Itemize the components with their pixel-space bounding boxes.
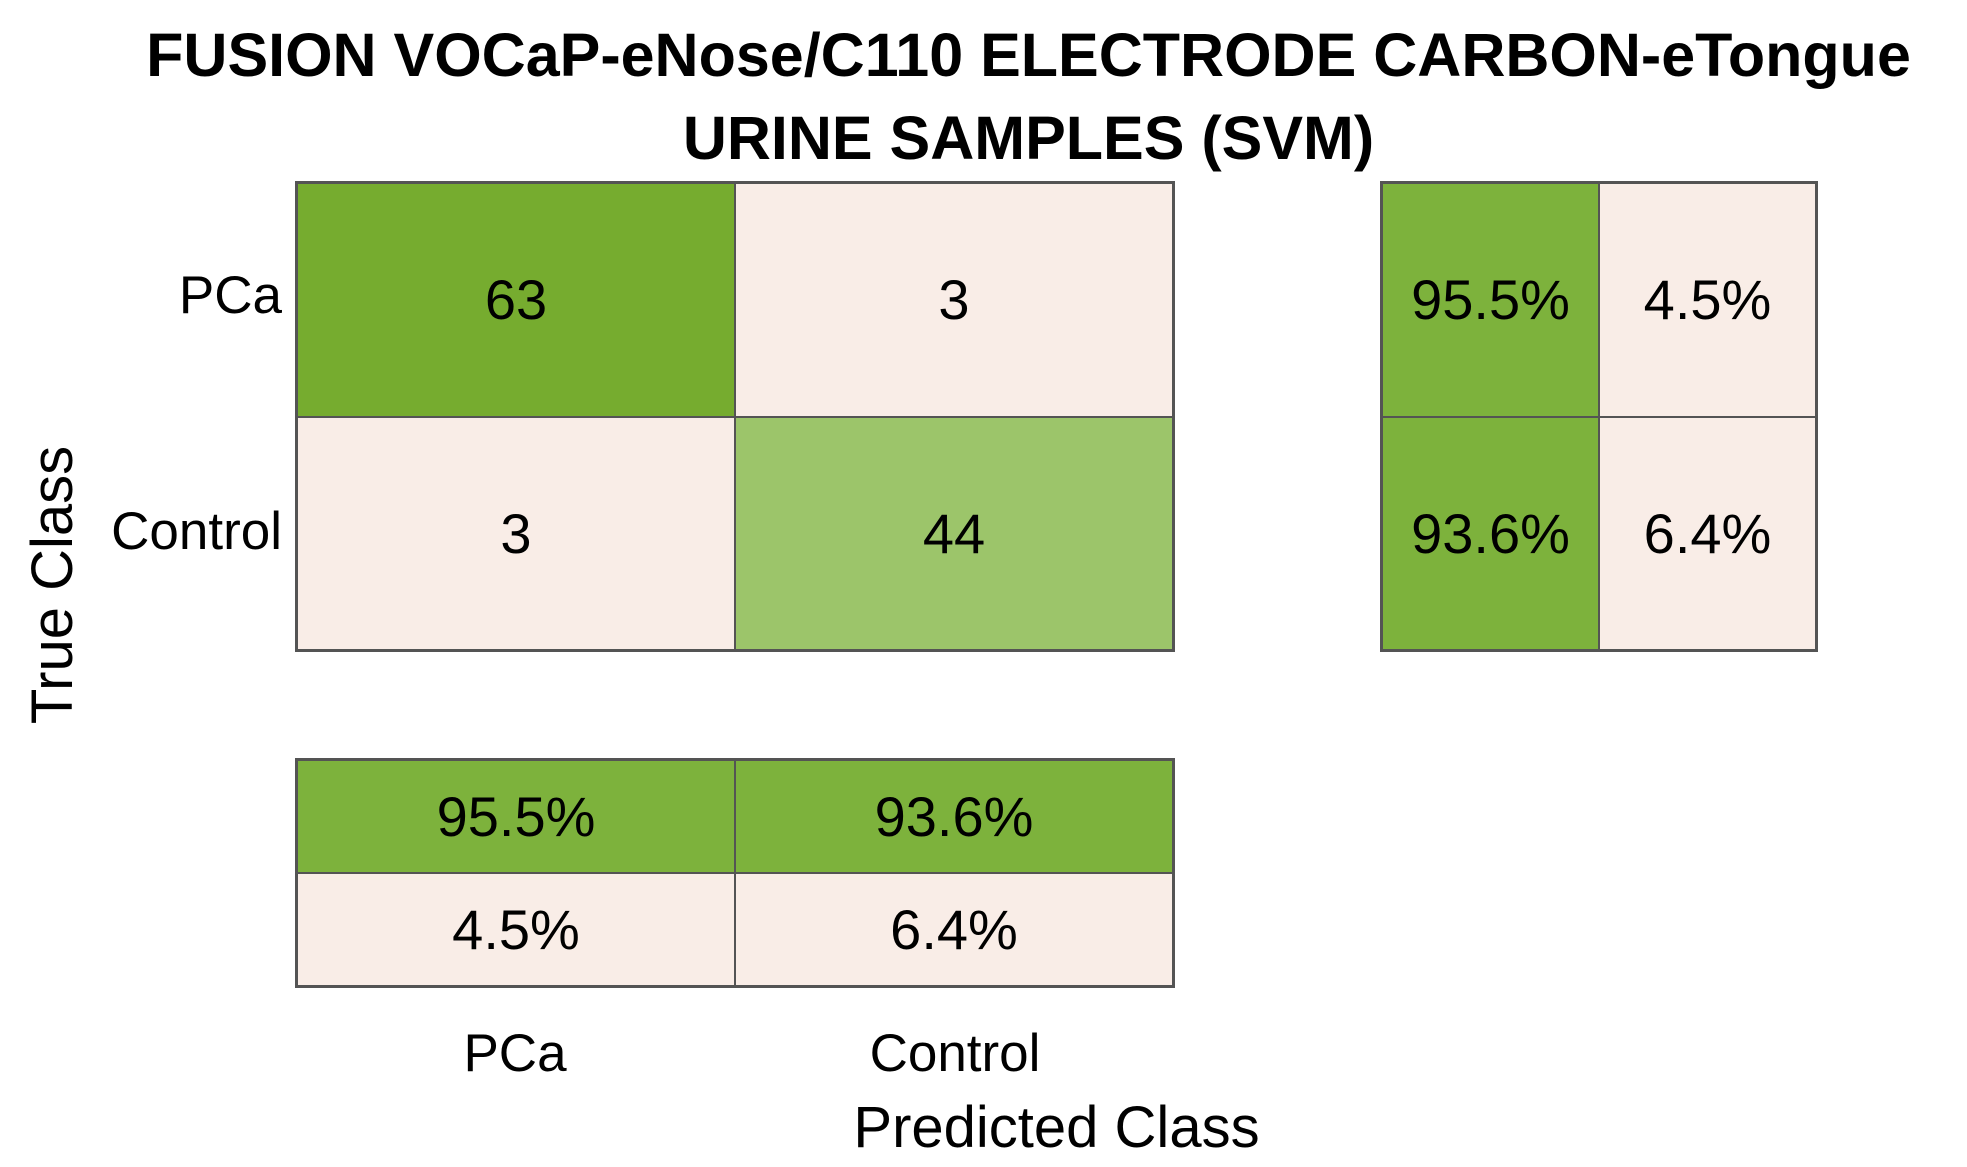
row-summary-control-correct: 93.6% bbox=[1382, 416, 1599, 650]
x-tick-control: Control bbox=[869, 1024, 1041, 1083]
row-summary-control-incorrect: 6.4% bbox=[1599, 416, 1816, 650]
chart-title-line-2: URINE SAMPLES (SVM) bbox=[682, 104, 1375, 172]
x-axis-label: Predicted Class bbox=[853, 1095, 1260, 1160]
row-summary-pca-correct: 95.5% bbox=[1382, 183, 1599, 417]
column-summary-matrix: 95.5% 93.6% 4.5% 6.4% bbox=[295, 758, 1175, 988]
confusion-matrix: 63 3 3 44 bbox=[295, 181, 1175, 652]
cell-true-control-pred-pca: 3 bbox=[297, 416, 735, 650]
row-summary-matrix: 95.5% 4.5% 93.6% 6.4% bbox=[1380, 181, 1818, 652]
column-summary-control-correct: 93.6% bbox=[735, 760, 1173, 873]
y-tick-control: Control bbox=[111, 502, 282, 561]
cell-true-pca-pred-control: 3 bbox=[735, 183, 1173, 417]
column-summary-pca-incorrect: 4.5% bbox=[297, 873, 735, 986]
cell-true-control-pred-control: 44 bbox=[735, 416, 1173, 650]
row-summary-pca-incorrect: 4.5% bbox=[1599, 183, 1816, 417]
y-axis-label: True Class bbox=[20, 445, 85, 725]
cell-true-pca-pred-pca: 63 bbox=[297, 183, 735, 417]
y-tick-pca: PCa bbox=[178, 266, 282, 325]
chart-title: FUSION VOCaP-eNose/C110 ELECTRODE CARBON… bbox=[90, 14, 1967, 180]
column-summary-pca-correct: 95.5% bbox=[297, 760, 735, 873]
chart-title-line-1: FUSION VOCaP-eNose/C110 ELECTRODE CARBON… bbox=[146, 21, 1911, 89]
x-tick-pca: PCa bbox=[463, 1024, 567, 1083]
column-summary-control-incorrect: 6.4% bbox=[735, 873, 1173, 986]
